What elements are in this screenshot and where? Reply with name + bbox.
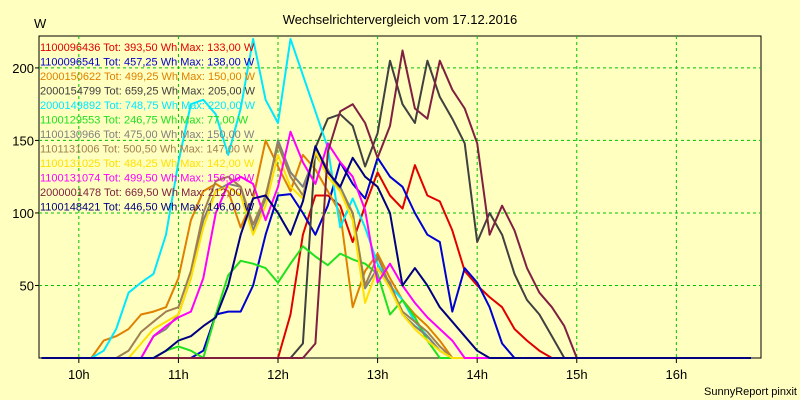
credit-text: SunnyReport pinxit [704,386,797,398]
chart-title: Wechselrichtervergleich vom 17.12.2016 [283,12,518,27]
legend-entry-1100129553: 1100129553 Tot: 246,75 Wh Max: 77,00 W [40,115,249,127]
y-tick-label-3: 200 [12,61,34,76]
series-layer [41,37,751,359]
legend: 1100096436 Tot: 393,50 Wh Max: 133,00 W 1… [40,42,256,214]
x-axis: 10h 11h 12h 13h 14h 15h 16h [68,358,687,382]
legend-entry-1100148421: 1100148421 Tot: 446,50 Wh Max: 146,00 W [40,202,255,214]
x-tick-label-0: 10h [68,367,90,382]
x-tick-label-6: 16h [666,367,688,382]
x-tick-label-4: 14h [466,367,488,382]
legend-entry-1100130966: 1100130966 Tot: 475,00 Wh Max: 150,00 W [40,129,255,141]
x-tick-label-2: 12h [267,367,289,382]
legend-entry-1100096436: 1100096436 Tot: 393,50 Wh Max: 133,00 W [40,42,255,54]
legend-entry-2000149892: 2000149892 Tot: 748,75 Wh Max: 220,00 W [40,100,256,112]
y-unit-label: W [34,16,47,31]
x-tick-label-5: 15h [566,367,588,382]
legend-entry-1100131074: 1100131074 Tot: 499,50 Wh Max: 156,00 W [40,173,255,185]
legend-entry-1101131006: 1101131006 Tot: 500,50 Wh Max: 147,00 W [40,144,254,156]
legend-entry-1100131025: 1100131025 Tot: 484,25 Wh Max: 142,00 W [40,158,255,170]
legend-entry-2000154799: 2000154799 Tot: 659,25 Wh Max: 205,00 W [40,86,256,98]
legend-entry-2000001478: 2000001478 Tot: 669,50 Wh Max: 212,00 W [40,187,256,199]
x-tick-label-1: 11h [168,367,189,382]
x-tick-label-3: 13h [367,367,389,382]
legend-entry-1100096541: 1100096541 Tot: 457,25 Wh Max: 138,00 W [40,57,255,69]
legend-entry-2000150622: 2000150622 Tot: 499,25 Wh Max: 150,00 W [40,71,256,83]
y-tick-label-1: 100 [12,206,34,221]
series-line-1100148421 [41,145,751,359]
y-tick-label-0: 50 [20,278,34,293]
y-axis: 50 100 150 200 [12,61,39,293]
y-tick-label-2: 150 [12,133,34,148]
